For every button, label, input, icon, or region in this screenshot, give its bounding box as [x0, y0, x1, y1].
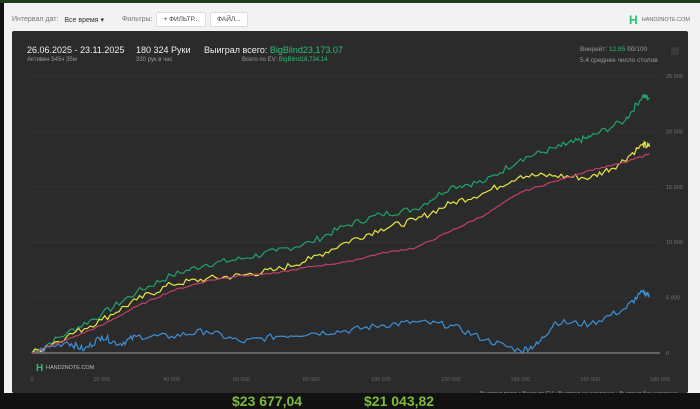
chevron-down-icon: ▾: [100, 16, 104, 24]
won-value: BigBlind23,173.07: [269, 45, 343, 55]
app-window: Интервал дат: Все время ▾ Фильтры: + ФИЛ…: [4, 3, 700, 393]
ev-total: Всего по EV: BigBlind18,734.14: [242, 57, 328, 63]
y-tick-label: 15 000: [666, 185, 683, 191]
legend-marker: •: [517, 391, 522, 393]
active-time: Активен 545ч 35м: [27, 57, 77, 63]
winrate-label: Винрейт:: [580, 46, 608, 53]
bottom-value-2: $21 043,82: [364, 393, 435, 409]
x-tick-label: 40 000: [163, 377, 180, 383]
ev-value: BigBlind18,734.14: [278, 57, 328, 63]
watermark-text: HAND2NOTE.COM: [46, 365, 95, 371]
legend-label[interactable]: Выиграл всего: [480, 391, 517, 393]
interval-label: Интервал дат:: [12, 16, 59, 23]
winrate: Винрейт: 12.85 бб/100: [580, 46, 647, 53]
y-tick-label: 0: [666, 351, 669, 357]
brand-text: HAND2NOTE.COM: [641, 17, 690, 23]
x-tick-label: 60 000: [233, 377, 250, 383]
legend: • Выиграл всего • Всего по EV • Выиграл …: [477, 391, 679, 393]
y-tick-label: 20 000: [666, 129, 683, 135]
y-tick-label: 25 000: [666, 74, 683, 80]
y-tick-label: 5 000: [666, 296, 680, 302]
x-tick-label: 180 000: [650, 377, 670, 383]
winrate-unit: бб/100: [627, 46, 648, 53]
h2n-logo-icon: H: [629, 13, 638, 27]
legend-label[interactable]: Выиграл без шоудауна: [619, 391, 679, 393]
interval-select[interactable]: Все время ▾: [64, 16, 104, 24]
legend-label[interactable]: Всего по EV: [522, 391, 553, 393]
hands-count: 180 324 Руки: [136, 45, 191, 55]
bottom-value-1: $23 677,04: [232, 393, 303, 409]
series-line: [31, 93, 650, 354]
winrate-value: 12.85: [609, 46, 626, 53]
legend-label[interactable]: Выиграл на шоудауне: [558, 391, 614, 393]
x-tick-label: 140 000: [510, 377, 530, 383]
x-tick-label: 0: [30, 377, 33, 383]
plus-icon: +: [163, 16, 170, 23]
x-tick-label: 120 000: [441, 377, 461, 383]
window-top-border: [0, 0, 700, 3]
line-chart: 0 5 000 10 000 15 000 20 000 25 000 0 20 000 40 …: [30, 74, 683, 393]
series-line: [31, 153, 650, 354]
legend-marker: •: [553, 391, 558, 393]
x-tick-label: 100 000: [371, 377, 391, 383]
legend-marker: •: [614, 391, 619, 393]
won-total: Выиграл всего: BigBlind23,173.07: [204, 45, 343, 55]
x-tick-label: 160 000: [580, 377, 600, 383]
date-range: 26.06.2025 - 23.11.2025: [27, 45, 125, 55]
won-label: Выиграл всего:: [204, 45, 268, 55]
interval-value: Все время: [64, 16, 99, 24]
series-line: [31, 139, 651, 354]
filter-button[interactable]: + ФИЛЬТР...: [156, 12, 207, 27]
legend-marker: •: [477, 391, 480, 393]
x-tick-label: 80 000: [303, 377, 320, 383]
brand-logo: H HAND2NOTE.COM: [629, 13, 690, 27]
y-tick-label: 10 000: [666, 240, 683, 246]
toolbar: Интервал дат: Все время ▾ Фильтры: + ФИЛ…: [12, 12, 248, 27]
filters-label: Фильтры:: [121, 16, 153, 23]
series-line: [31, 289, 651, 354]
hands-rate: 330 рук в час: [136, 57, 173, 63]
x-tick-label: 20 000: [93, 377, 110, 383]
filter-button-label: ФИЛЬТР...: [169, 16, 200, 23]
settings-button[interactable]: [671, 47, 679, 55]
h2n-logo-icon: H: [36, 363, 43, 374]
graph-panel: 26.06.2025 - 23.11.2025 Активен 545ч 35м…: [12, 31, 688, 393]
avg-tables: 5.4 среднее число столов: [580, 57, 658, 64]
file-button[interactable]: ФАЙЛ...: [210, 12, 248, 27]
ev-label: Всего по EV:: [242, 57, 278, 63]
